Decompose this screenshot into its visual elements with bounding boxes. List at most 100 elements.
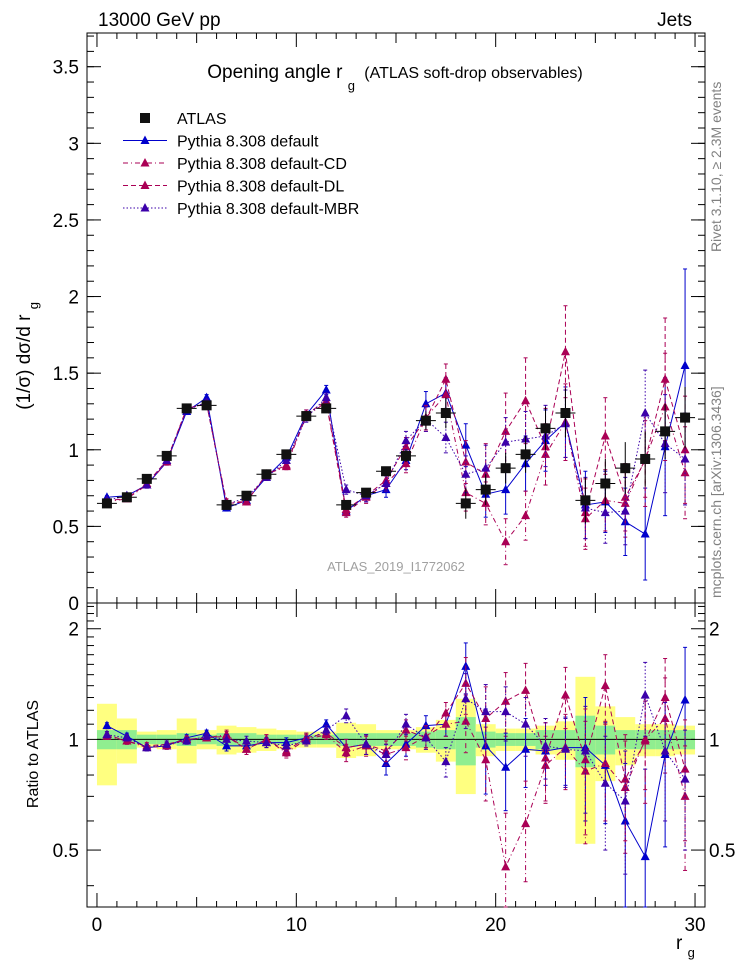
legend-label: Pythia 8.308 default-MBR — [177, 201, 359, 218]
x-axis-label-text: r — [676, 933, 683, 954]
legend-entry-1: Pythia 8.308 default — [123, 134, 319, 151]
ratio-point — [281, 740, 291, 750]
ratio-point — [341, 742, 351, 752]
main-point — [241, 496, 251, 506]
main-point — [600, 430, 610, 440]
ratio-point — [501, 861, 511, 871]
atlas-point — [600, 478, 611, 489]
ratio-point — [620, 795, 630, 805]
ratio-point — [261, 737, 271, 747]
main-point — [521, 510, 531, 520]
main-ytick-label: 0.5 — [53, 517, 79, 538]
atlas-point — [281, 449, 292, 460]
main-point — [401, 435, 411, 445]
ratio-point — [361, 739, 371, 748]
main-ytick-label: 3.5 — [53, 58, 79, 79]
ratio-point — [202, 731, 212, 740]
main-point — [680, 360, 690, 369]
ratio-ytick-label-right: 1 — [709, 730, 720, 751]
main-panel: 0 0.5 1 1.5 2 2.5 3 3.5 — [53, 32, 706, 615]
legend-marker — [140, 135, 150, 144]
legend-marker — [140, 203, 150, 212]
ratio-xtick-label: 0 — [92, 915, 103, 936]
ratio-point — [680, 764, 690, 773]
legend-label: Pythia 8.308 default-DL — [177, 179, 344, 196]
ratio-point — [560, 744, 570, 753]
ratio-ytick-label: 0.5 — [53, 841, 79, 862]
atlas-point — [540, 423, 551, 434]
legend: ATLAS Pythia 8.308 default Pythia 8.308 de… — [123, 111, 359, 218]
ratio-point — [122, 732, 132, 742]
main-ytick-label: 1 — [68, 441, 79, 462]
ratio-ytick-label-right: 2 — [709, 620, 720, 641]
ratio-point — [162, 739, 172, 748]
ratio-point — [441, 756, 451, 766]
ratio-point — [222, 740, 232, 750]
atlas-point — [480, 484, 491, 495]
atlas-point — [161, 450, 172, 461]
ratio-point — [521, 818, 531, 828]
legend-entry-2: Pythia 8.308 default-CD — [123, 156, 347, 173]
ratio-xtick-label: 20 — [485, 915, 506, 936]
main-point — [660, 374, 670, 383]
atlas-point — [440, 408, 451, 418]
ratio-xtick-label: 30 — [684, 915, 705, 936]
main-point — [281, 455, 291, 464]
atlas-point — [241, 490, 252, 501]
main-ylabel: (1/σ) dσ/d r g — [14, 302, 41, 410]
header-right: Jets — [657, 10, 692, 31]
legend-marker — [140, 113, 150, 123]
atlas-point — [560, 408, 571, 418]
ratio-point — [421, 720, 431, 730]
main-point — [381, 478, 391, 487]
main-point — [142, 480, 152, 489]
main-point — [501, 484, 511, 494]
ratio-point — [600, 680, 610, 690]
legend-entry-3: Pythia 8.308 default-DL — [123, 179, 344, 196]
legend-marker — [140, 180, 150, 189]
atlas-point — [321, 403, 332, 414]
ratio-point — [501, 706, 511, 716]
atlas-point — [221, 499, 232, 510]
ratio-point — [600, 778, 610, 787]
legend-label: Pythia 8.308 default — [177, 134, 319, 151]
atlas-point — [261, 469, 272, 480]
ratio-point — [142, 742, 152, 752]
header-left: 13000 GeV pp — [98, 10, 221, 31]
legend-label: Pythia 8.308 default-CD — [177, 156, 347, 173]
main-ylabel-text: (1/σ) dσ/d r — [14, 314, 35, 410]
main-ytick-label: 2.5 — [53, 211, 79, 232]
main-point — [560, 346, 570, 356]
ratio-point — [461, 693, 471, 703]
legend-marker — [140, 158, 150, 167]
ratio-point — [481, 713, 491, 722]
ratio-panel: 0.5 0.51 12 20 10 20 30 — [53, 602, 735, 936]
ratio-point — [421, 732, 431, 742]
atlas-point — [460, 498, 471, 509]
atlas-point — [660, 426, 671, 437]
atlas-point — [341, 499, 352, 510]
main-point — [421, 398, 431, 408]
main-point — [441, 389, 451, 399]
ratio-point — [501, 762, 511, 771]
atlas-point — [181, 403, 192, 414]
ratio-point — [640, 851, 650, 861]
ratio-point — [321, 725, 331, 734]
atlas-point — [680, 412, 691, 423]
main-series-line — [106, 393, 686, 543]
ratio-point — [401, 719, 411, 728]
main-point — [521, 395, 531, 405]
ratio-point — [102, 729, 112, 739]
ratio-point — [182, 736, 192, 745]
ratio-ytick-label: 1 — [68, 730, 79, 751]
main-ytick-label: 1.5 — [53, 364, 79, 385]
ratio-series-3 — [102, 661, 690, 875]
main-point — [461, 457, 471, 466]
main-point — [620, 492, 630, 501]
main-point — [401, 458, 411, 468]
main-ytick-label: 3 — [68, 134, 79, 155]
main-point — [441, 432, 451, 442]
ratio-point — [640, 736, 650, 745]
main-point — [501, 437, 511, 446]
